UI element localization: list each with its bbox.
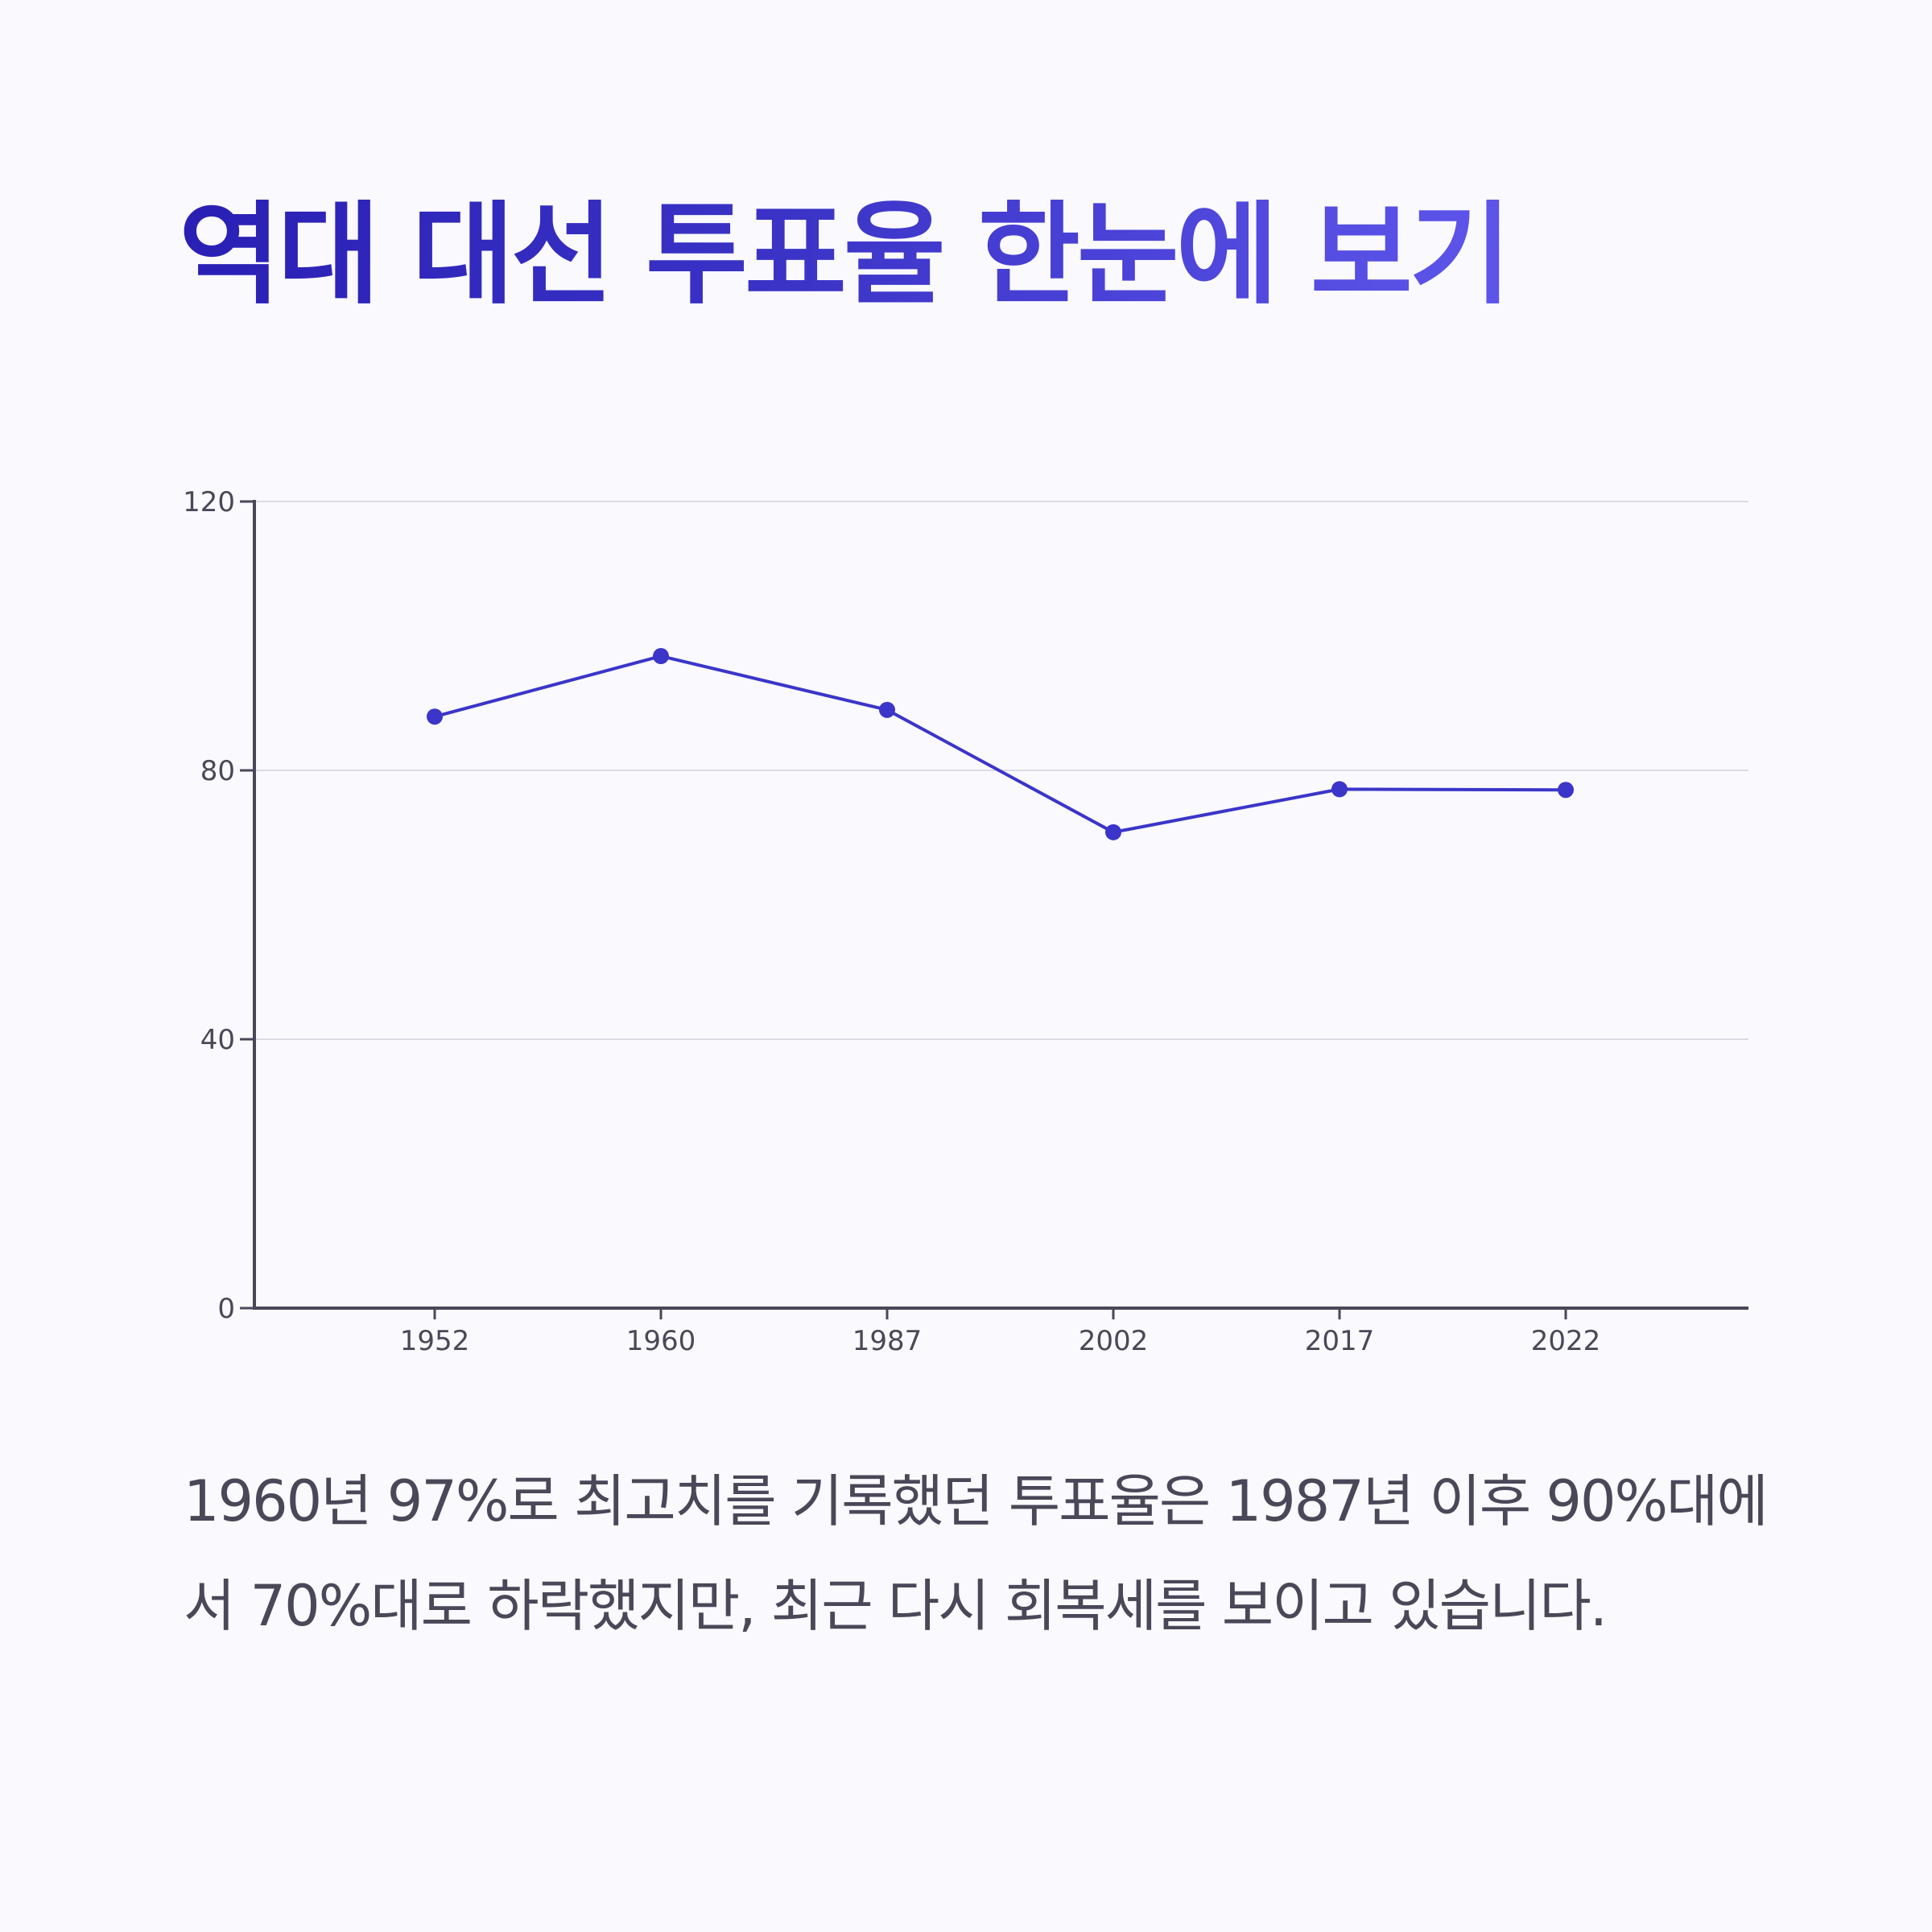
axes bbox=[253, 500, 1748, 1310]
data-point bbox=[879, 701, 895, 718]
x-tick-label: 1960 bbox=[626, 1325, 696, 1357]
x-axis-ticks: 1952 1960 1987 2002 2017 2022 bbox=[400, 1308, 1601, 1357]
y-tick-label: 40 bbox=[200, 1024, 235, 1056]
series-line-group bbox=[434, 654, 1567, 834]
line-chart: 0 40 80 120 1952 1960 1987 2002 2017 2022 bbox=[183, 486, 1748, 1357]
y-axis-ticks: 0 40 80 120 bbox=[183, 486, 254, 1325]
series-line bbox=[434, 654, 1567, 834]
chart-description: 1960년 97%로 최고치를 기록했던 투표율은 1987년 이후 90%대에… bbox=[184, 1468, 1769, 1639]
y-tick-label: 80 bbox=[200, 755, 235, 787]
data-points bbox=[427, 648, 1574, 840]
data-point bbox=[1331, 781, 1348, 798]
x-tick-label: 2022 bbox=[1531, 1325, 1601, 1357]
page-title: 역대 대선 투표율 한눈에 보기 bbox=[179, 190, 1512, 320]
x-tick-label: 1987 bbox=[852, 1325, 923, 1357]
data-point bbox=[1558, 782, 1574, 799]
data-point bbox=[427, 708, 443, 725]
x-tick-label: 1952 bbox=[400, 1325, 470, 1357]
data-point bbox=[653, 648, 669, 665]
y-tick-label: 0 bbox=[217, 1293, 235, 1325]
x-tick-label: 2017 bbox=[1305, 1325, 1375, 1357]
data-point bbox=[1105, 824, 1121, 840]
y-tick-label: 120 bbox=[183, 486, 235, 518]
x-tick-label: 2002 bbox=[1079, 1325, 1149, 1357]
